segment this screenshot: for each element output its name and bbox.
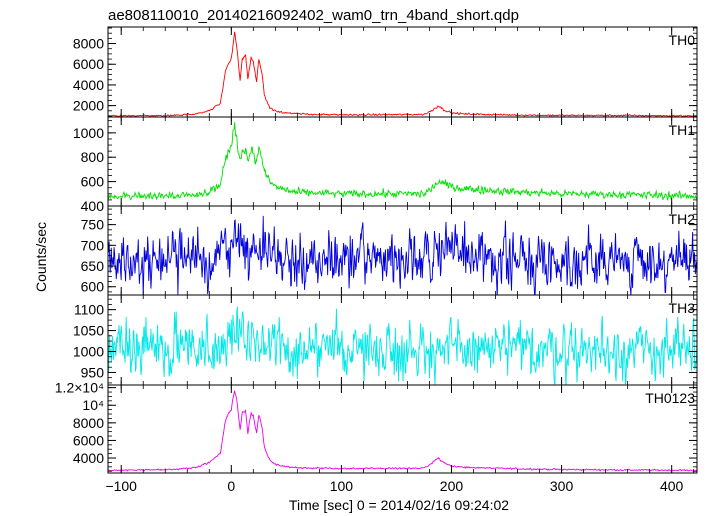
th1-series-line: [108, 122, 697, 202]
y-tick-label: 1.2×10⁴: [55, 380, 104, 396]
y-tick-label: 600: [81, 174, 105, 190]
y-tick-label: 1100: [74, 302, 104, 318]
y-tick-label: 1000: [73, 344, 104, 360]
y-tick-label: 10⁴: [82, 397, 104, 413]
y-tick-label: 400: [81, 198, 105, 214]
y-tick-label: 2000: [73, 98, 104, 114]
y-tick-label: 750: [81, 217, 105, 233]
th0-series-line: [108, 31, 697, 117]
x-tick-label: −100: [105, 478, 137, 494]
chart-title: ae808110010_20140216092402_wam0_trn_4ban…: [108, 7, 519, 24]
panel-th1: 400 600 800 1000 TH1: [73, 116, 698, 214]
x-tick-label: 0: [227, 478, 235, 494]
panel-frame: [107, 26, 698, 118]
x-tick-label: 100: [330, 478, 354, 494]
y-tick-label: 800: [81, 149, 105, 165]
y-tick-label: 8000: [73, 36, 104, 52]
y-tick-label: 950: [81, 364, 105, 380]
panel-th3: 950 1000 1050 1100 TH3: [73, 294, 698, 386]
y-tick-label: 8000: [73, 415, 104, 431]
y-axis-label: Counts/sec: [33, 222, 49, 292]
y-tick-label: 4000: [73, 450, 104, 466]
x-axis-ticks: −100 0 100 200 300 400: [105, 478, 683, 494]
y-tick-label: 650: [81, 258, 105, 274]
x-tick-label: 200: [440, 478, 464, 494]
y-tick-label: 700: [81, 237, 105, 253]
panel-th2: 600 650 700 750 TH2: [81, 205, 698, 296]
y-tick-label: 1000: [73, 125, 104, 141]
th0123-series-line: [108, 390, 697, 472]
panel-label-th3: TH3: [669, 300, 696, 316]
y-tick-label: 6000: [73, 56, 104, 72]
y-tick-label: 1050: [73, 323, 104, 339]
panel-label-th0123: TH0123: [645, 390, 695, 406]
th3-series-line: [108, 306, 697, 385]
y-tick-label: 600: [81, 279, 105, 295]
y-tick-label: 4000: [73, 77, 104, 93]
panel-frame: [107, 384, 698, 474]
x-axis-label: Time [sec] 0 = 2014/02/16 09:24:02: [289, 497, 509, 513]
panel-label-th2: TH2: [669, 211, 696, 227]
x-tick-label: 300: [550, 478, 574, 494]
y-tick-label: 6000: [73, 432, 104, 448]
panel-label-th0: TH0: [669, 32, 696, 48]
panel-label-th1: TH1: [669, 122, 696, 138]
th2-series-line: [108, 215, 697, 295]
panel-th0: 2000 4000 6000 8000 TH0: [73, 26, 698, 118]
x-tick-label: 400: [660, 478, 684, 494]
